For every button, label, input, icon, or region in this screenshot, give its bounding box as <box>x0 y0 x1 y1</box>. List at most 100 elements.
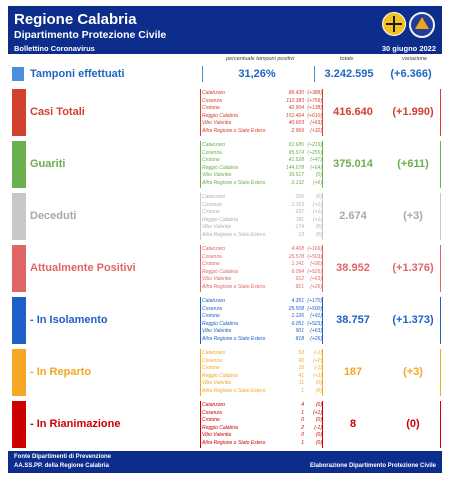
section-separator <box>322 297 323 344</box>
province-value: 326 <box>295 194 304 200</box>
province-row: Catanzaro 4.408 (+169) <box>202 246 322 254</box>
province-value: 81.686 <box>288 142 304 148</box>
section-color-box <box>12 401 26 448</box>
section-variation: (+3) <box>403 365 423 378</box>
province-row: Reggio Calabria 781 (+1) <box>202 216 322 225</box>
section-guariti: Guariti Catanzaro 81.686 (+219) Cosenza 85.57… <box>12 141 442 188</box>
province-row: Reggio Calabria 151.464 (+610) <box>202 112 322 121</box>
province-delta: (+525) <box>307 268 322 275</box>
regione-calabria-logo <box>382 12 406 36</box>
province-name: Crotone <box>202 261 220 267</box>
section-label: Deceduti <box>30 209 77 222</box>
province-value: 1.126 <box>291 313 304 319</box>
province-name: Vibo Valentia <box>202 120 232 126</box>
footer-source-org: AA.SS.PP. della Regione Calabria <box>14 463 109 469</box>
province-row: Altra Regione o Stato Estero 2.132 (+6) <box>202 180 322 188</box>
province-delta: (+64) <box>310 164 322 171</box>
section-in-isolamento: - In Isolamento Catanzaro 4.351 (+170) Cosen… <box>12 297 442 344</box>
province-value: 25.578 <box>288 253 304 260</box>
section-total: 187 <box>343 365 363 378</box>
province-list: Catanzaro 81.686 (+219) Cosenza 85.574 (+255)… <box>202 142 322 188</box>
province-list: Catanzaro 4.351 (+170) Cosenza 25.508 (+500) C… <box>202 298 322 344</box>
province-name: Cosenza <box>202 305 222 312</box>
section-separator <box>322 349 323 396</box>
province-row: Altra Regione o Stato Estero 818 (+26) <box>202 336 322 344</box>
section-total: 2.674 <box>339 209 367 222</box>
province-delta: (+63) <box>310 120 322 126</box>
province-delta: (+170) <box>307 298 322 304</box>
province-row: Altra Regione o Stato Estero 821 (+26) <box>202 283 322 292</box>
section-label: Attualmente Positivi <box>30 261 136 274</box>
section-separator <box>200 193 201 240</box>
province-list: Catanzaro 4.408 (+169) Cosenza 25.578 (+503) C… <box>202 246 322 292</box>
province-list: Catanzaro 53 (-1) Cosenza 66 (+2) Crotone 15 (-1… <box>202 350 322 396</box>
province-row: Cosenza 1.163 (+1) <box>202 201 322 210</box>
province-value: 39.517 <box>288 172 304 178</box>
province-name: Altra Regione o Stato Estero <box>202 387 266 394</box>
province-name: Reggio Calabria <box>202 216 238 223</box>
province-value: 821 <box>295 283 304 290</box>
province-delta: (+26) <box>310 283 322 290</box>
province-name: Reggio Calabria <box>202 268 238 275</box>
province-row: Crotone 1.141 (+90) <box>202 261 322 269</box>
section-total: 38.757 <box>336 313 370 326</box>
section-label: Guariti <box>30 157 66 170</box>
province-value: 0 <box>301 417 304 423</box>
section-separator <box>322 141 323 188</box>
province-name: Vibo Valentia <box>202 276 232 282</box>
bulletin-bar: Bollettino Coronavirus 30 giugno 2022 <box>8 43 442 54</box>
tamponi-separator <box>202 66 203 82</box>
section-casi-totali: Casi Totali Catanzaro 86.430 (+388) Cosenza 1… <box>12 89 442 136</box>
section-separator <box>440 245 441 292</box>
section-total: 416.640 <box>333 105 373 118</box>
province-value: 144.578 <box>285 164 304 171</box>
province-value: 41.528 <box>288 157 304 163</box>
province-row: Altra Regione o Stato Estero 1 (0) <box>202 387 322 396</box>
province-name: Vibo Valentia <box>202 432 232 438</box>
section-label: - In Reparto <box>30 365 92 378</box>
province-delta: (+500) <box>307 305 322 312</box>
province-delta: (+503) <box>307 253 322 260</box>
province-row: Altra Regione o Stato Estero 1 (0) <box>202 439 322 448</box>
province-value: 1.163 <box>291 201 304 208</box>
province-name: Crotone <box>202 365 220 371</box>
section-color-box <box>12 245 26 292</box>
province-delta: (0) <box>315 231 322 238</box>
province-delta: (-1) <box>314 365 322 371</box>
section-separator <box>440 297 441 344</box>
province-name: Catanzaro <box>202 402 226 408</box>
province-value: 4.351 <box>291 298 304 304</box>
province-row: Vibo Valentia 39.517 (0) <box>202 172 322 180</box>
tamponi-color-box <box>12 67 24 81</box>
province-row: Cosenza 112.383 (+759) <box>202 98 322 106</box>
footer-source: Fonte Dipartimenti di Prevenzione <box>14 454 112 460</box>
province-delta: (-1) <box>314 424 322 431</box>
province-name: Crotone <box>202 105 220 111</box>
section-total: 375.014 <box>333 157 373 170</box>
province-delta: (0) <box>315 439 322 446</box>
province-value: 1 <box>301 387 304 394</box>
province-delta: (+169) <box>307 246 322 252</box>
province-value: 912 <box>295 276 304 282</box>
province-value: 1 <box>301 439 304 446</box>
province-delta: (+1) <box>312 201 322 208</box>
header-title: Regione Calabria <box>14 11 137 28</box>
section-variation: (+3) <box>403 209 423 222</box>
province-name: Crotone <box>202 313 220 319</box>
section-color-box <box>12 349 26 396</box>
province-delta: (+91) <box>310 313 322 319</box>
province-delta: (+2) <box>312 357 322 364</box>
province-row: Crotone 0 (0) <box>202 417 322 425</box>
section-separator <box>322 193 323 240</box>
province-name: Catanzaro <box>202 194 226 200</box>
province-row: Catanzaro 81.686 (+219) <box>202 142 322 150</box>
province-name: Vibo Valentia <box>202 172 232 178</box>
province-name: Altra Regione o Stato Estero <box>202 439 266 446</box>
province-delta: (+610) <box>307 112 322 119</box>
province-name: Catanzaro <box>202 142 226 148</box>
province-name: Catanzaro <box>202 246 226 252</box>
tamponi-total: 3.242.595 <box>324 68 374 80</box>
protezione-civile-logo <box>409 12 435 38</box>
province-value: 2.969 <box>291 127 304 134</box>
province-delta: (+3) <box>312 372 322 379</box>
